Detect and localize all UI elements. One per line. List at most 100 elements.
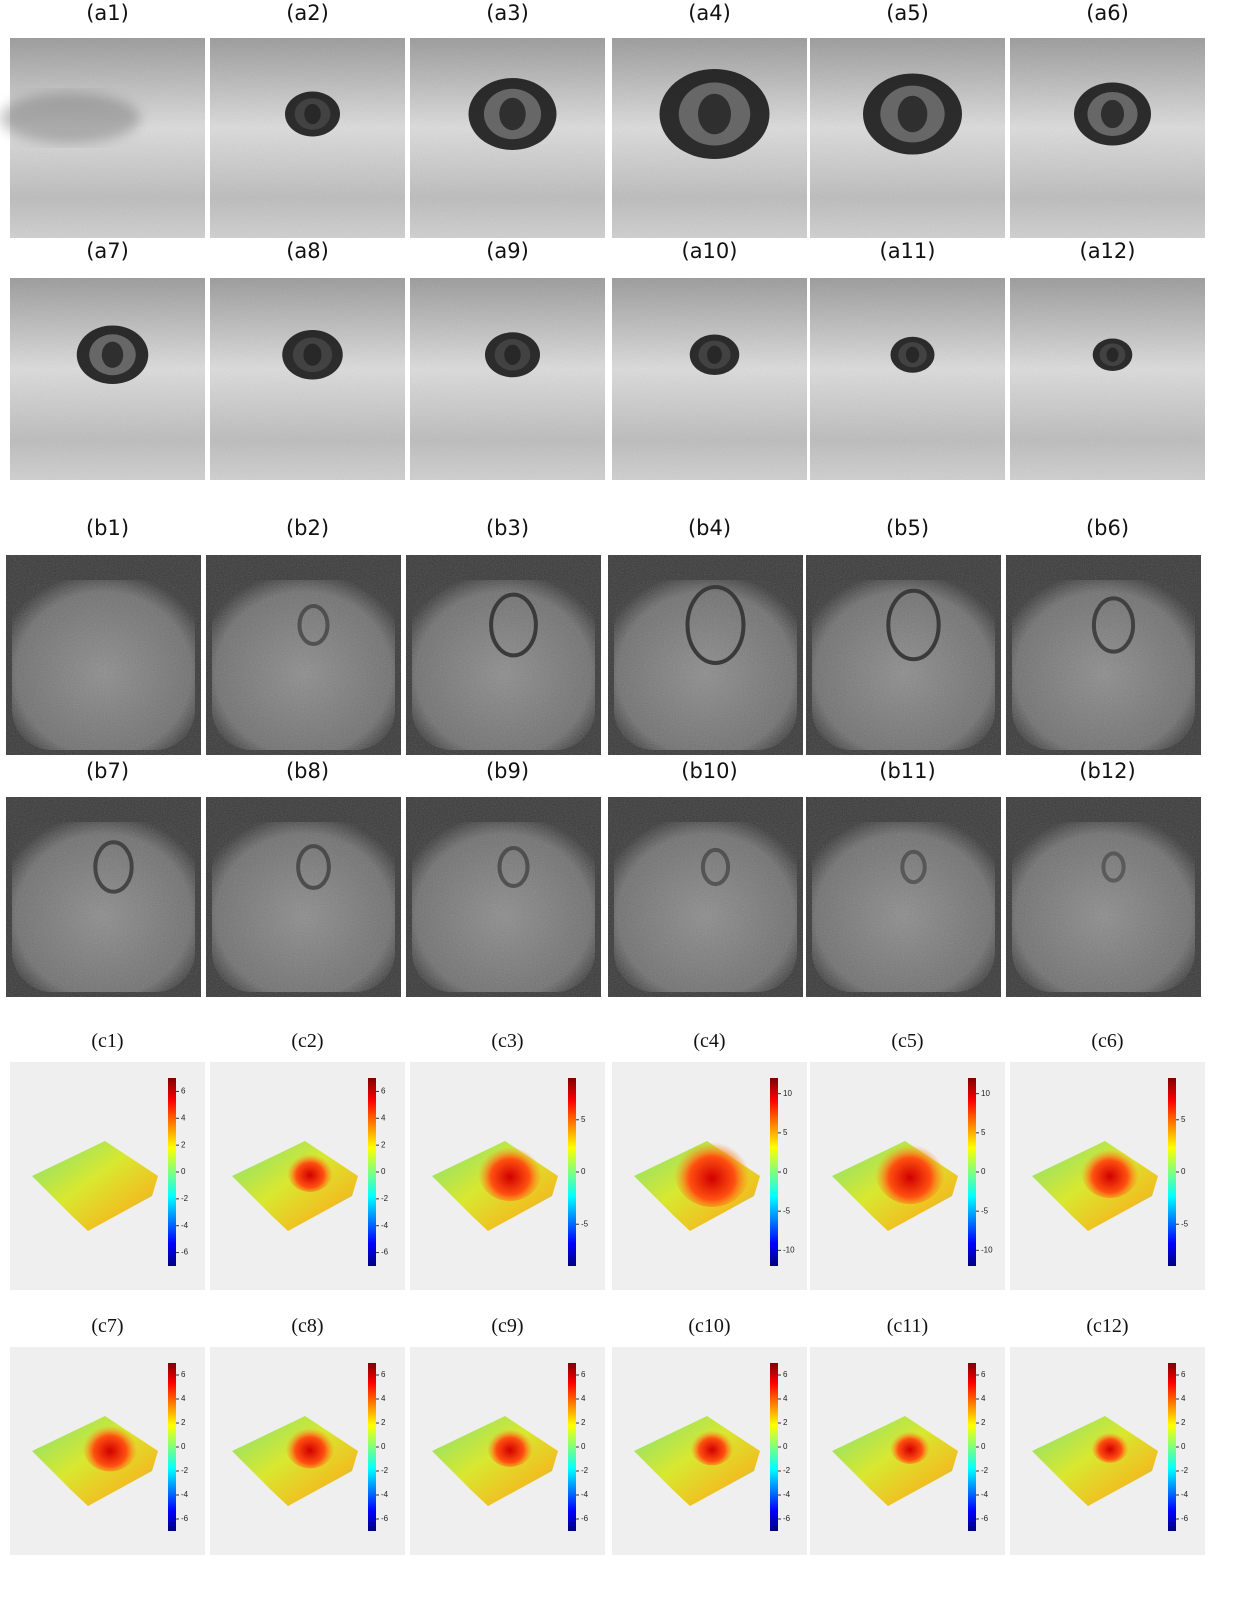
colorbar-tick-label: 4 (581, 1394, 586, 1403)
speckle-image (608, 797, 803, 997)
image-noise (406, 555, 601, 755)
colorbar (168, 1078, 176, 1266)
image-noise (608, 797, 803, 997)
colorbar-tick-label: 6 (181, 1370, 186, 1379)
colorbar-tick-label: 4 (381, 1394, 386, 1403)
panel-label: (b6) (1086, 516, 1129, 540)
phase-image (810, 278, 1005, 480)
image-noise (612, 278, 807, 480)
colorbar-tick-label: -10 (783, 1245, 795, 1254)
fringe-core (1101, 100, 1124, 128)
colorbar-tick-label: -6 (381, 1248, 389, 1257)
panel-label: (c10) (688, 1315, 730, 1337)
image-noise (410, 278, 605, 480)
colorbar-tick-label: 0 (181, 1442, 186, 1451)
fringe-core (504, 345, 521, 365)
peak (1091, 1429, 1129, 1463)
image-noise (210, 38, 405, 238)
speckle-image (806, 797, 1001, 997)
speckle-image (206, 797, 401, 997)
panel-label: (c9) (491, 1315, 523, 1337)
colorbar-tick-label: -6 (381, 1514, 389, 1523)
panel-label: (a6) (1086, 1, 1129, 25)
surface-plot: 50-5 (1010, 1062, 1205, 1290)
colorbar (168, 1363, 176, 1531)
peak (1081, 1144, 1139, 1198)
colorbar-tick-label: 2 (783, 1418, 788, 1427)
colorbar-tick-label: -2 (981, 1466, 989, 1475)
colorbar-tick-label: -6 (181, 1514, 189, 1523)
panel-label: (c7) (91, 1315, 123, 1337)
colorbar-tick-label: 0 (1181, 1167, 1186, 1176)
colorbar-tick-label: -4 (581, 1490, 589, 1499)
speckle-image (6, 555, 201, 755)
panel-label: (b11) (879, 759, 935, 783)
panel-label: (b9) (486, 759, 529, 783)
phase-image (410, 38, 605, 238)
colorbar-tick-label: -2 (581, 1466, 589, 1475)
colorbar (770, 1078, 778, 1266)
colorbar-tick-label: -5 (1181, 1219, 1189, 1228)
colorbar-tick-label: -6 (181, 1248, 189, 1257)
colorbar-tick-label: 4 (981, 1394, 986, 1403)
panel-label: (a11) (880, 239, 936, 263)
colorbar-tick-label: -4 (381, 1490, 389, 1499)
colorbar (968, 1363, 976, 1531)
surface-plot: 6420-2-4-6 (210, 1062, 405, 1290)
panel-label: (a5) (886, 1, 929, 25)
colorbar-tick-label: 0 (381, 1442, 386, 1451)
speckle-image (406, 555, 601, 755)
colorbar-tick-label: 10 (783, 1089, 792, 1098)
image-noise (1010, 278, 1205, 480)
phase-image (612, 278, 807, 480)
speckle-image (206, 555, 401, 755)
surface-plot: 1050-5-10 (810, 1062, 1005, 1290)
colorbar-tick-label: -6 (783, 1514, 791, 1523)
panel-label: (b8) (286, 759, 329, 783)
image-noise (810, 278, 1005, 480)
colorbar-tick-label: 0 (981, 1442, 986, 1451)
panel-label: (c3) (491, 1030, 523, 1052)
colorbar-tick-label: -4 (981, 1490, 989, 1499)
image-noise (6, 797, 201, 997)
colorbar (968, 1078, 976, 1266)
colorbar-tick-label: -2 (381, 1466, 389, 1475)
panel-label: (b5) (886, 516, 929, 540)
colorbar-tick-label: 0 (783, 1167, 788, 1176)
panel-label: (a8) (286, 239, 329, 263)
fringe-core (906, 347, 919, 363)
phase-image (810, 38, 1005, 238)
panel-label: (b1) (86, 516, 129, 540)
panel-label: (a4) (688, 1, 731, 25)
colorbar-tick-label: -5 (581, 1219, 589, 1228)
image-noise (206, 797, 401, 997)
panel-label: (c6) (1091, 1030, 1123, 1052)
image-noise (6, 555, 201, 755)
fringe-core (1107, 347, 1119, 362)
colorbar-tick-label: 6 (381, 1370, 386, 1379)
colorbar-tick-label: 6 (783, 1370, 788, 1379)
panel-label: (c1) (91, 1030, 123, 1052)
peak (875, 1138, 945, 1204)
panel-label: (c11) (887, 1315, 928, 1337)
phase-image (210, 278, 405, 480)
colorbar-tick-label: -2 (181, 1194, 189, 1203)
colorbar-tick-label: -6 (581, 1514, 589, 1523)
colorbar-tick-label: 0 (581, 1167, 586, 1176)
panel-label: (c4) (693, 1030, 725, 1052)
panel-label: (c5) (891, 1030, 923, 1052)
image-noise (206, 555, 401, 755)
image-noise (1006, 555, 1201, 755)
peak (83, 1421, 138, 1472)
colorbar-tick-label: -4 (1181, 1490, 1189, 1499)
surface-plot: 6420-2-4-6 (10, 1062, 205, 1290)
peak (691, 1427, 734, 1466)
colorbar-tick-label: -2 (1181, 1466, 1189, 1475)
panel-label: (c2) (291, 1030, 323, 1052)
colorbar-tick-label: 4 (181, 1113, 186, 1122)
speckle-image (608, 555, 803, 755)
panel-label: (b12) (1079, 759, 1135, 783)
